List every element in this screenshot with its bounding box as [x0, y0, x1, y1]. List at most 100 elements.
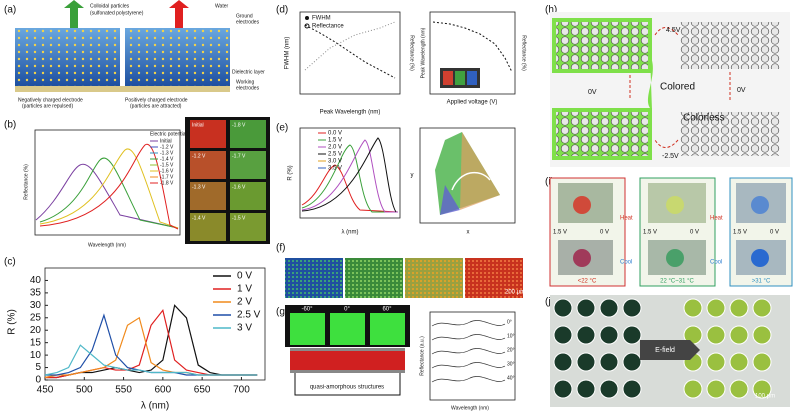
well [553, 325, 573, 345]
y-tick-label: 15 [30, 337, 42, 348]
legend-label: 0.0 V [328, 131, 342, 137]
caption: quasi-amorphous structures [310, 385, 384, 391]
state-label: Colored [660, 82, 695, 93]
voltage: 0V [588, 89, 597, 96]
connector [648, 55, 653, 110]
curve [431, 362, 506, 369]
particles [15, 28, 120, 86]
trend [432, 21, 513, 73]
spot [666, 196, 684, 214]
photo-label: -1.7 V [232, 153, 246, 159]
well [622, 379, 642, 399]
legend-label: FWHM [312, 16, 331, 22]
well [622, 352, 642, 372]
electrode [290, 348, 405, 351]
legend-label: 0 V [237, 271, 252, 282]
curve [301, 139, 398, 213]
particles [680, 112, 780, 156]
x-tick-label: 550 [115, 385, 132, 396]
curve [431, 376, 506, 383]
axis-label: Wavelength (nm) [88, 242, 126, 248]
arrow-label: E-field [655, 347, 675, 354]
legend-label: 2 V [237, 297, 252, 308]
legend-label: 3 V [237, 323, 252, 334]
axis-label: λ (nm) [342, 230, 359, 236]
panel-f: (f) 200 μm [276, 243, 525, 298]
photo [190, 213, 226, 241]
voltage: 0 V [690, 230, 699, 236]
legend-label: 3.0 V [328, 159, 342, 165]
cie-gamut [440, 185, 460, 215]
annotation: (sulfonated polystyrene) [90, 10, 144, 16]
legend-label: 2.5 V [237, 310, 261, 321]
annotation: Working [236, 79, 254, 85]
line [44, 344, 258, 376]
panel-i: (i) 1.5 V 0 V Heat Cool 1.5 V 0 V Heat C… [545, 177, 793, 287]
curve-label: 20° [507, 347, 515, 353]
plot-frame [429, 11, 516, 95]
voltage: 1.5 V [643, 230, 657, 236]
angle-label: -60° [301, 307, 313, 313]
angle-label: 60° [382, 307, 392, 313]
panel-h: (h) 4.5V 0V Colored 0V Colorless -2.5V [545, 5, 790, 167]
electrode [15, 86, 230, 92]
legend-label: -1.8 V [160, 180, 174, 186]
panel-label: (f) [276, 243, 285, 254]
legend: Initial-1.2 V-1.3 V-1.4 V-1.5 V-1.6 V-1.… [150, 138, 174, 186]
photo [230, 120, 266, 148]
line [45, 304, 258, 379]
voltage: -2.5V [662, 153, 679, 160]
well [683, 298, 703, 318]
axis-label: Reflectance (%) [409, 35, 415, 71]
photo-label: -1.6 V [232, 184, 246, 190]
y-tick-label: 40 [30, 275, 42, 286]
well [576, 352, 596, 372]
voltage: 4.5V [666, 27, 681, 34]
legend-title: Electric potential [150, 131, 187, 137]
plot-frame [44, 267, 266, 381]
legend-marker [305, 16, 309, 20]
well [752, 325, 772, 345]
axis-label: Reflectance (%) [521, 35, 527, 71]
plot-frame [34, 129, 181, 236]
axis-label: λ (nm) [141, 401, 169, 412]
temperature: 22 °C~31 °C [660, 279, 694, 285]
photo [330, 313, 365, 345]
particles [556, 22, 648, 69]
cool-label: Cool [620, 260, 632, 266]
well [706, 298, 726, 318]
annotation: (particles are attracted) [130, 103, 182, 109]
voltage: 1.5 V [733, 230, 747, 236]
scale-bar: 100 μm [755, 394, 775, 400]
spot [573, 249, 591, 267]
x-tick-label: 650 [194, 385, 211, 396]
well [752, 298, 772, 318]
curve [301, 144, 398, 213]
panel-label: (d) [276, 5, 288, 16]
annotation: Dielectric layer [232, 69, 265, 75]
well [729, 352, 749, 372]
panel-e: (e) 0.0 V1.5 V2.0 V2.5 V3.0 V3.5 V R (%)… [276, 123, 516, 236]
photo [230, 151, 266, 179]
voltage: 0 V [770, 230, 779, 236]
panel-label: (h) [545, 5, 557, 16]
cie-gamut [460, 132, 500, 210]
micrograph [345, 258, 403, 298]
curve [431, 334, 506, 341]
axis-label: R (%) [7, 309, 18, 335]
photo [370, 313, 405, 345]
photo [190, 182, 226, 210]
curve-label: 30° [507, 361, 515, 367]
photo-label: -1.5 V [232, 215, 246, 221]
panel-label: (i) [545, 177, 554, 188]
photos: Initial -1.8 V -1.2 V -1.7 V -1.3 V -1.6 V -1.… [190, 120, 266, 241]
micrograph [285, 258, 343, 298]
well [576, 325, 596, 345]
plot-frame [419, 127, 516, 224]
panel-label: (j) [545, 297, 554, 308]
x-tick-label: 450 [37, 385, 54, 396]
temperature: >31 °C [752, 279, 771, 285]
spot [666, 249, 684, 267]
